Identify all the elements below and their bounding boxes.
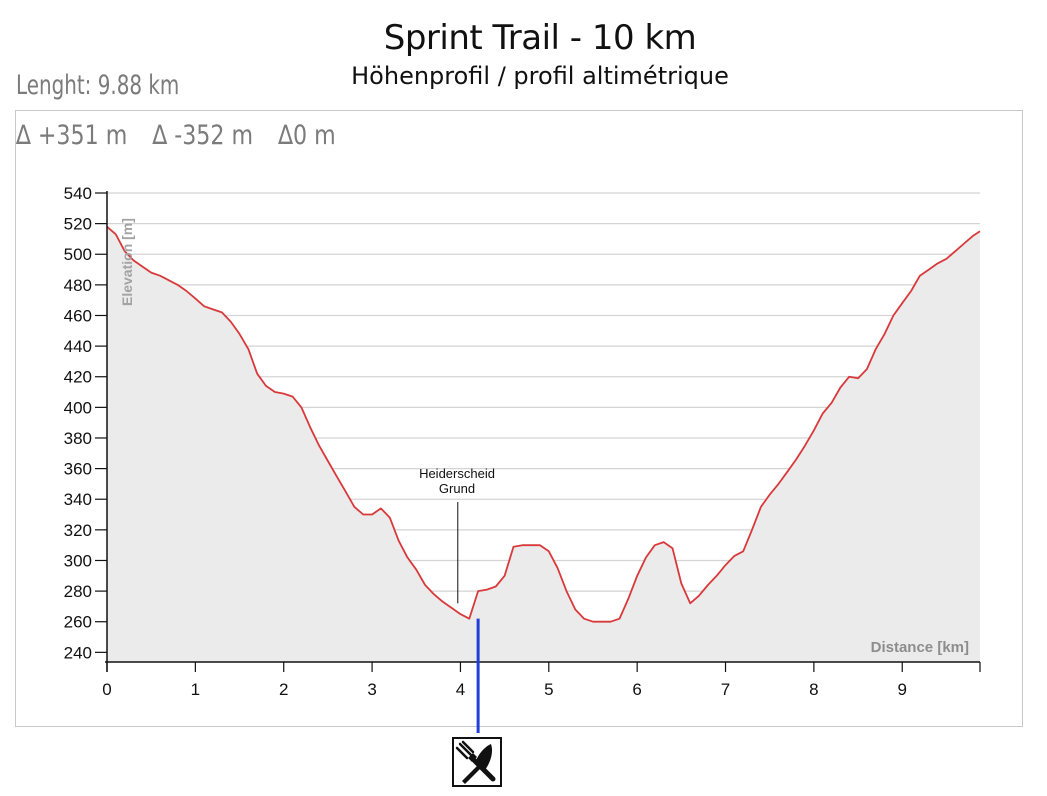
x-tick-label: 5 bbox=[544, 680, 553, 699]
y-tick-label: 360 bbox=[64, 460, 92, 479]
x-tick-label: 6 bbox=[632, 680, 641, 699]
elevation-stats: ∆ +351 m ∆ -352 m ∆0 m bbox=[16, 120, 354, 151]
elevation-area bbox=[107, 226, 980, 662]
chart-title: Sprint Trail - 10 km bbox=[383, 18, 697, 58]
ascent-stat: ∆ +351 m bbox=[16, 120, 128, 151]
x-tick-label: 3 bbox=[367, 680, 376, 699]
y-tick-label: 240 bbox=[64, 643, 92, 662]
y-tick-label: 520 bbox=[64, 215, 92, 234]
x-tick-label: 1 bbox=[191, 680, 200, 699]
y-axis-label: Elevation [m] bbox=[119, 218, 135, 306]
x-tick-label: 9 bbox=[898, 680, 907, 699]
x-tick-label: 2 bbox=[279, 680, 288, 699]
y-tick-label: 260 bbox=[64, 613, 92, 632]
annotation-label: Grund bbox=[439, 481, 475, 496]
y-tick-label: 300 bbox=[64, 551, 92, 570]
x-tick-label: 8 bbox=[809, 680, 818, 699]
y-tick-label: 420 bbox=[64, 368, 92, 387]
y-tick-label: 380 bbox=[64, 429, 92, 448]
descent-stat: ∆ -352 m bbox=[152, 120, 254, 151]
elevation-line bbox=[106, 226, 981, 623]
route-length: Lenght: 9.88 km bbox=[16, 70, 180, 101]
y-tick-label: 500 bbox=[64, 245, 92, 264]
x-axis-label: Distance [km] bbox=[871, 639, 969, 656]
x-tick-label: 0 bbox=[102, 680, 111, 699]
y-tick-label: 480 bbox=[64, 276, 92, 295]
annotation-label: Heiderscheid bbox=[419, 466, 495, 481]
chart-subtitle: Höhenprofil / profil altimétrique bbox=[351, 62, 729, 90]
x-tick-label: 7 bbox=[721, 680, 730, 699]
y-tick-label: 340 bbox=[64, 490, 92, 509]
net-stat: ∆0 m bbox=[278, 120, 336, 151]
y-tick-label: 440 bbox=[64, 337, 92, 356]
y-tick-label: 460 bbox=[64, 306, 92, 325]
restaurant-icon bbox=[452, 737, 502, 787]
x-tick-label: 4 bbox=[456, 680, 465, 699]
y-tick-label: 540 bbox=[64, 184, 92, 203]
y-tick-label: 280 bbox=[64, 582, 92, 601]
y-tick-label: 320 bbox=[64, 521, 92, 540]
y-tick-label: 400 bbox=[64, 398, 92, 417]
